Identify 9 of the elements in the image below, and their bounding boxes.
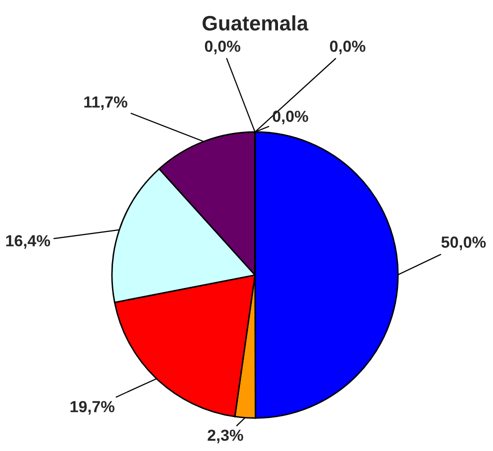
text: 0,0% [204,40,240,54]
data-label: 19,7% [70,400,114,415]
chart-title: Guatemala [202,15,308,31]
text: 0,0% [272,110,308,124]
data-label: 50,0% [441,236,486,250]
data-label: 2,3% [208,430,244,444]
data-label: 11,7% [84,96,128,110]
data-label: 16,4% [6,235,50,249]
text: 0,0% [330,40,366,54]
